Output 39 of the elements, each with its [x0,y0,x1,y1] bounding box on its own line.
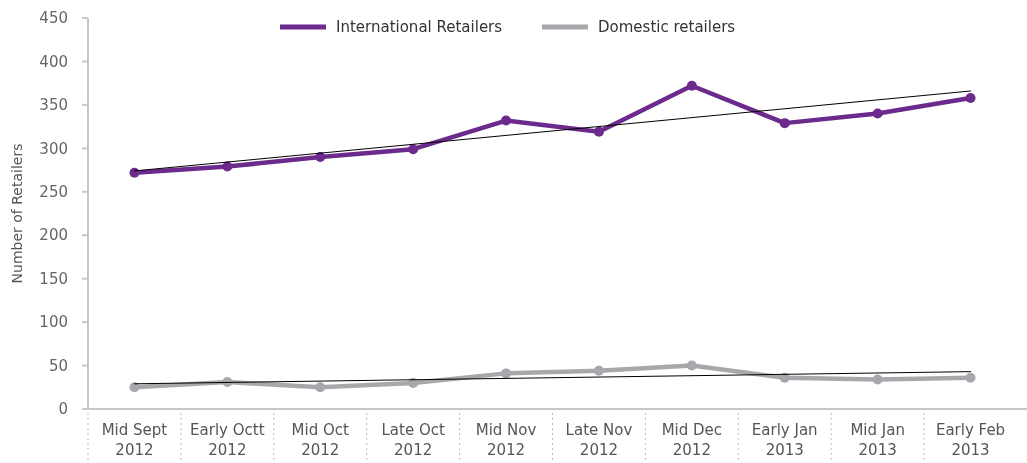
point [129,382,140,393]
point [501,115,512,126]
point [686,360,697,371]
y-tick-label: 300 [39,139,68,158]
point [593,126,604,137]
x-tick-label: Mid Nov 2012 [475,421,537,459]
point [872,108,883,119]
point [408,377,419,388]
x-tick-label: Early Feb 2013 [935,421,1006,459]
point [593,365,604,376]
legend-label: Domestic retailers [598,18,736,37]
x-tick-label: Mid Oct 2012 [291,421,350,459]
y-tick-label: 200 [39,226,68,245]
point [779,118,790,129]
legend-label: International Retailers [336,18,503,37]
point [315,382,326,393]
x-tick-label: Mid Jan 2013 [850,421,905,459]
point [965,92,976,103]
point [686,80,697,91]
y-tick-label: 350 [39,96,68,115]
y-tick-label: 400 [39,52,68,71]
y-tick-label: 0 [58,400,68,419]
y-tick-label: 450 [39,9,68,28]
x-tick-label: Early Jan 2013 [751,421,818,459]
point [872,374,883,385]
x-tick-label: Mid Dec 2012 [661,421,723,459]
y-tick-label: 100 [39,313,68,332]
y-tick-label: 150 [39,269,68,288]
y-tick-label: 250 [39,183,68,202]
point [408,144,419,155]
y-tick-label: 50 [48,356,68,375]
point [222,161,233,172]
x-tick-label: Early Octt 2012 [190,421,265,459]
point [501,368,512,379]
y-axis-title: Number of Retailers [9,143,25,284]
point [965,372,976,383]
x-tick-label: Late Nov 2012 [565,421,633,459]
x-tick-label: Late Oct 2012 [381,421,445,459]
x-tick-label: Mid Sept 2012 [101,421,168,459]
